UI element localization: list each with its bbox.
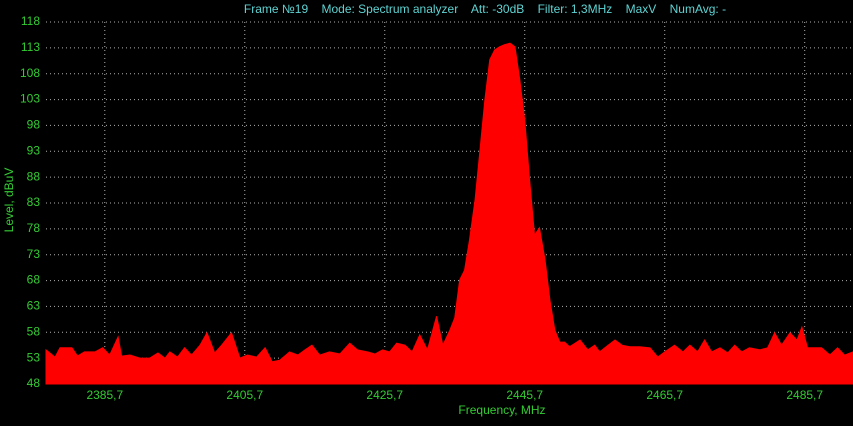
y-axis-label: Level, dBuV xyxy=(2,168,16,233)
labels: 48 53 58 63 68 73 78 83 88 93 98 103 108 113 118 2385,7… xyxy=(20,14,823,402)
chart-title: Frame №19 Mode: Spectrum analyzer Att: -… xyxy=(244,2,726,16)
y-tick-label: 78 xyxy=(27,221,41,235)
y-tick-label: 53 xyxy=(27,350,41,364)
y-tick-label: 93 xyxy=(27,143,41,157)
y-tick-label: 48 xyxy=(27,376,41,390)
x-tick-label: 2425,7 xyxy=(366,388,403,402)
spectrum-area xyxy=(45,42,853,385)
y-tick-label: 83 xyxy=(27,195,41,209)
plot xyxy=(45,42,853,385)
y-tick-label: 103 xyxy=(20,92,40,106)
x-tick-label: 2465,7 xyxy=(646,388,683,402)
y-tick-label: 58 xyxy=(27,324,41,338)
x-tick-label: 2385,7 xyxy=(86,388,123,402)
y-tick-label: 73 xyxy=(27,247,41,261)
y-tick-label: 113 xyxy=(21,40,40,54)
y-tick-label: 98 xyxy=(27,118,41,132)
x-tick-label: 2445,7 xyxy=(506,388,543,402)
x-tick-label: 2405,7 xyxy=(226,388,263,402)
x-axis-label: Frequency, MHz xyxy=(458,403,545,417)
y-tick-label: 68 xyxy=(27,273,41,287)
y-tick-label: 63 xyxy=(27,299,41,313)
y-tick-label: 108 xyxy=(20,66,40,80)
y-tick-label: 88 xyxy=(27,169,41,183)
y-tick-label: 118 xyxy=(21,14,40,28)
x-tick-label: 2485,7 xyxy=(786,388,823,402)
